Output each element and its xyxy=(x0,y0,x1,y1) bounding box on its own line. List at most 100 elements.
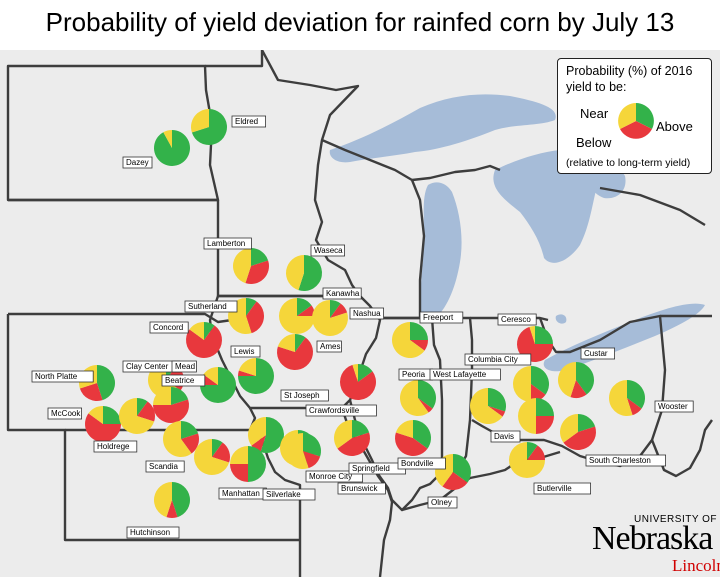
site-label-box xyxy=(161,374,206,387)
site-label-waseca: Waseca xyxy=(310,244,345,257)
site-label-manhattan: Manhattan xyxy=(218,487,267,500)
logo-lincoln: Lincoln xyxy=(672,556,720,575)
pie-slice-near xyxy=(509,442,545,478)
site-label-text: Ames xyxy=(320,342,340,351)
pie-slice-near xyxy=(238,358,256,376)
pie-slice-near xyxy=(518,398,536,434)
pie-slice-near xyxy=(190,109,209,133)
pie-slice-near xyxy=(189,322,204,340)
pie-slice-above xyxy=(576,362,594,395)
pie-slice-below xyxy=(337,432,370,456)
pie-slice-below xyxy=(85,413,121,443)
site-label-box xyxy=(280,389,329,402)
pie-slice-near xyxy=(203,367,218,385)
pie-manhattan xyxy=(194,439,230,475)
site-label-box xyxy=(337,482,386,495)
pie-slice-near xyxy=(285,255,304,291)
site-label-lamberton: Lamberton xyxy=(203,237,252,250)
site-label-box xyxy=(145,460,185,473)
pie-slice-below xyxy=(276,337,313,371)
pie-slice-above xyxy=(488,388,507,412)
site-label-text: Monroe City xyxy=(309,472,352,481)
site-label-box xyxy=(464,353,532,366)
pie-dazey xyxy=(154,130,191,167)
pie-brunswick xyxy=(334,420,370,456)
pie-slice-below xyxy=(570,380,587,398)
pie-slice-below xyxy=(536,416,554,434)
pie-monroe-city xyxy=(285,433,322,469)
pie-slice-above xyxy=(191,109,227,145)
pie-slice-above xyxy=(260,417,284,453)
can-border xyxy=(599,186,706,227)
site-label-hutchinson: Hutchinson xyxy=(126,526,180,539)
site-label-box xyxy=(262,488,316,501)
pie-slice-near xyxy=(391,321,425,358)
pie-slice-near xyxy=(609,380,633,416)
site-label-ames: Ames xyxy=(316,340,342,353)
pie-slice-above xyxy=(246,298,257,316)
pie-slice-above xyxy=(358,364,373,382)
pie-slice-above xyxy=(410,322,428,340)
site-label-box xyxy=(231,115,266,128)
legend-pie xyxy=(618,103,654,139)
pie-slice-above xyxy=(154,130,191,167)
pie-slice-above xyxy=(137,398,148,416)
site-label-text: Custar xyxy=(584,349,608,358)
pie-slice-near xyxy=(285,433,309,469)
pie-slice-near xyxy=(395,420,413,438)
pie-slice-below xyxy=(563,426,596,450)
pie-west-lafayette xyxy=(469,388,507,424)
site-label-text: Silverlake xyxy=(266,490,301,499)
pie-slice-below xyxy=(181,433,199,454)
pie-slice-below xyxy=(517,326,553,362)
pie-ceresco xyxy=(517,326,553,362)
pie-slice-near xyxy=(230,446,248,464)
site-label-text: Holdrege xyxy=(97,442,130,451)
site-label-box xyxy=(149,321,189,334)
pie-slice-above xyxy=(204,322,215,340)
pie-slice-below xyxy=(527,445,545,460)
site-label-clay-center: Clay Center xyxy=(122,360,180,373)
pie-slice-below xyxy=(339,364,376,401)
pie-springfield xyxy=(395,420,431,456)
site-label-box xyxy=(427,496,458,509)
unl-logo: UNIVERSITY OF Nebraska Lincoln xyxy=(588,514,720,577)
pie-nashua xyxy=(312,300,349,337)
site-label-dazey: Dazey xyxy=(122,156,153,169)
pie-slice-below xyxy=(246,301,264,334)
pie-lewis xyxy=(238,358,274,394)
il-border xyxy=(348,316,444,512)
pie-slice-below xyxy=(153,399,189,423)
site-label-beatrice: Beatrice xyxy=(161,374,206,387)
pie-slice-near xyxy=(162,421,192,457)
site-label-holdrege: Holdrege xyxy=(93,440,138,453)
pie-slice-below xyxy=(303,451,321,469)
logo-university-of: UNIVERSITY OF xyxy=(634,514,717,525)
pie-slice-near xyxy=(88,406,103,424)
pie-slice-below xyxy=(488,406,506,417)
legend-pie-near xyxy=(618,103,636,129)
pie-slice-below xyxy=(79,383,103,402)
pie-slice-near xyxy=(334,420,352,449)
site-label-eldred: Eldred xyxy=(231,115,266,128)
pie-slice-above xyxy=(413,420,431,449)
site-label-text: Brunswick xyxy=(341,484,378,493)
site-label-text: Clay Center xyxy=(126,362,169,371)
site-label-box xyxy=(122,156,153,169)
pie-slice-near xyxy=(277,334,295,352)
pie-south-charleston xyxy=(560,413,596,450)
site-label-box xyxy=(654,400,694,413)
pie-slice-above xyxy=(181,421,199,439)
pie-slice-near xyxy=(163,130,172,148)
pie-ames xyxy=(276,334,313,371)
site-label-text: Nashua xyxy=(353,309,381,318)
site-label-davis: Davis xyxy=(490,430,521,443)
site-label-text: Lamberton xyxy=(207,239,245,248)
pie-eldred xyxy=(190,109,227,145)
pie-slice-below xyxy=(395,432,428,456)
site-label-box xyxy=(397,457,446,470)
site-label-kanawha: Kanawha xyxy=(322,287,362,300)
pie-beatrice xyxy=(153,386,189,423)
site-label-box xyxy=(533,482,591,495)
lake-michigan xyxy=(420,182,462,321)
